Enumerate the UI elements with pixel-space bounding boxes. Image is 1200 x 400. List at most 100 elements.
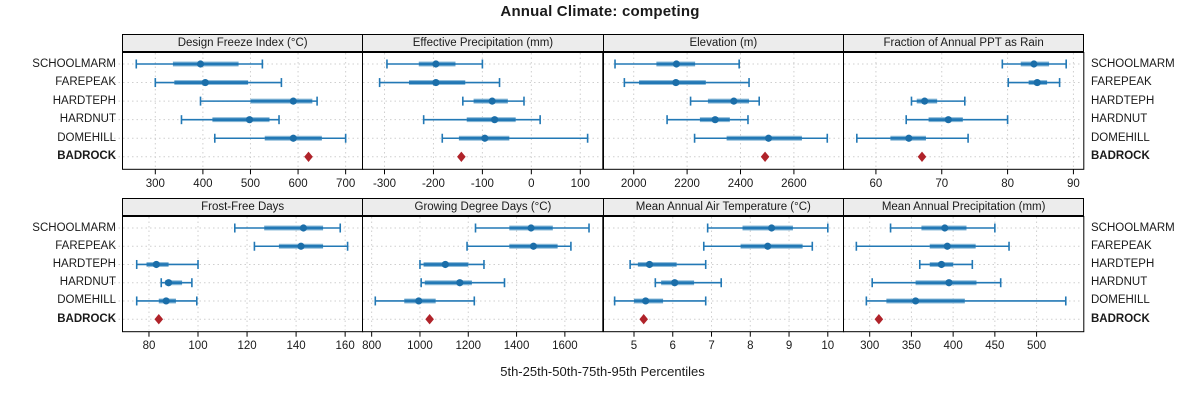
row-domehill [363, 295, 602, 305]
median-dot [164, 278, 173, 286]
median-dot [289, 134, 297, 142]
row-hardnut [844, 114, 1083, 124]
x-tick-label: 60 [870, 177, 883, 189]
x-tick-label: 100 [571, 177, 590, 189]
x-tick-label: 400 [944, 340, 963, 352]
left-station-label-hardteph: HARDTEPH [52, 257, 116, 270]
row-hardteph [363, 96, 602, 106]
row-hardnut [603, 114, 842, 124]
panel-title: Mean Annual Air Temperature (°C) [635, 200, 811, 213]
row-badrock [844, 151, 1083, 162]
row-farepeak [363, 77, 602, 87]
panel-fraction-of-annual-ppt-as-rain: 60 70 80 90 [843, 51, 1085, 189]
median-dot [289, 97, 297, 105]
median-dot [152, 260, 160, 268]
median-dot [641, 296, 649, 305]
badrock-diamond-marker [760, 151, 770, 162]
badrock-diamond-marker [639, 313, 648, 324]
row-domehill [96, 295, 362, 305]
x-tick-label: 8 [747, 340, 753, 352]
row-domehill [844, 295, 1083, 305]
median-dot [905, 134, 913, 142]
row-hardteph [96, 259, 362, 269]
x-tick-label: 10 [821, 340, 834, 352]
x-tick-label: 700 [336, 177, 355, 189]
x-tick-label: 120 [237, 340, 256, 352]
median-dot [530, 242, 538, 250]
median-dot [1030, 59, 1038, 68]
x-tick-label: 500 [1027, 340, 1046, 352]
panel-strip-growing-degree-days-c: Growing Degree Days (°C) [362, 197, 604, 216]
median-dot [442, 260, 450, 268]
median-dot [911, 296, 920, 305]
x-tick-label: 400 [193, 177, 212, 189]
panel-title: Fraction of Annual PPT as Rain [883, 36, 1044, 49]
panel-strip-frost-free-days: Frost-Free Days [122, 197, 364, 216]
panel-strip-design-freeze-index-c: Design Freeze Index (°C) [122, 33, 364, 52]
left-station-label-badrock: BADROCK [57, 312, 116, 325]
row-farepeak [844, 241, 1083, 251]
left-station-label-hardteph: HARDTEPH [52, 94, 116, 107]
x-tick-label: 0 [528, 177, 534, 189]
left-station-label-badrock: BADROCK [57, 150, 116, 163]
row-hardnut [603, 277, 842, 287]
row-schoolmarm [603, 59, 842, 68]
badrock-diamond-marker [874, 313, 884, 324]
row-hardnut [363, 277, 602, 287]
x-tick-label: -200 [422, 177, 445, 189]
median-dot [245, 115, 254, 123]
badrock-diamond-marker [425, 313, 435, 324]
row-badrock [363, 151, 602, 162]
median-dot [729, 97, 738, 105]
right-station-label-hardnut: HARDNUT [1091, 113, 1148, 126]
row-farepeak [603, 77, 842, 87]
median-dot [941, 223, 949, 232]
x-tick-label: 80 [143, 340, 156, 352]
row-badrock [363, 313, 602, 324]
x-tick-label: 1000 [407, 340, 433, 352]
median-dot [527, 223, 535, 232]
left-station-label-farepeak: FAREPEAK [55, 239, 116, 252]
median-dot [297, 242, 305, 250]
row-hardteph [363, 259, 602, 269]
median-dot [943, 242, 951, 250]
figure-title: Annual Climate: competing [500, 3, 700, 20]
left-station-label-hardnut: HARDNUT [59, 113, 116, 126]
median-dot [671, 78, 680, 86]
median-dot [921, 97, 929, 105]
x-tick-label: 300 [860, 340, 879, 352]
right-station-label-farepeak: FAREPEAK [1091, 76, 1152, 89]
row-domehill [363, 133, 602, 143]
median-dot [645, 260, 653, 268]
x-tick-label: 1400 [504, 340, 530, 352]
median-dot [432, 59, 440, 68]
x-tick-label: 500 [241, 177, 260, 189]
left-station-label-domehill: DOMEHILL [57, 131, 116, 144]
median-dot [299, 223, 308, 232]
right-station-label-schoolmarm: SCHOOLMARM [1091, 57, 1175, 70]
panel-strip-mean-annual-air-temperature-c: Mean Annual Air Temperature (°C) [602, 197, 844, 216]
row-badrock [603, 313, 842, 324]
panel-border [122, 215, 364, 332]
badrock-diamond-marker [304, 151, 313, 162]
right-station-label-domehill: DOMEHILL [1091, 131, 1150, 144]
right-station-label-hardteph: HARDTEPH [1091, 94, 1155, 107]
panel-border [602, 215, 844, 332]
left-station-label-domehill: DOMEHILL [57, 294, 116, 307]
row-farepeak [363, 241, 602, 251]
panel-title: Mean Annual Precipitation (mm) [881, 200, 1046, 213]
badrock-diamond-marker [154, 313, 164, 324]
median-dot [481, 134, 489, 142]
panel-border [843, 215, 1085, 332]
x-tick-label: 160 [336, 340, 355, 352]
right-station-label-badrock: BADROCK [1091, 312, 1150, 325]
panel-strip-effective-precipitation-mm: Effective Precipitation (mm) [362, 33, 604, 52]
median-dot [456, 278, 464, 286]
x-tick-label: 80 [1001, 177, 1014, 189]
right-station-label-badrock: BADROCK [1091, 150, 1150, 163]
panel-strip-fraction-of-annual-ppt-as-rain: Fraction of Annual PPT as Rain [843, 33, 1085, 52]
x-tick-label: 6 [669, 340, 675, 352]
x-tick-label: 90 [1067, 177, 1080, 189]
right-station-label-hardnut: HARDNUT [1091, 276, 1148, 289]
